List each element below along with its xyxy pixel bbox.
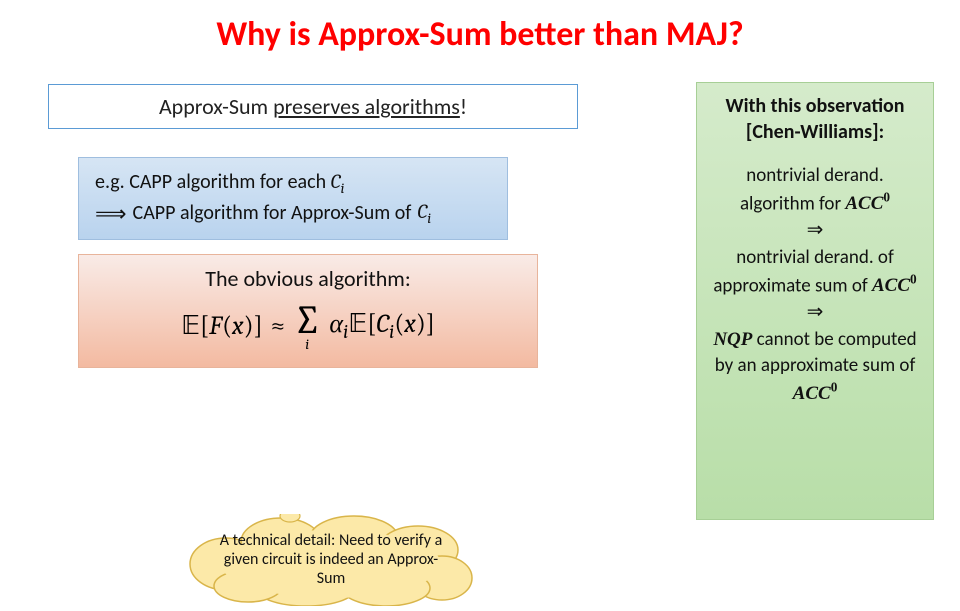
implies-icon: ⟹ (95, 199, 127, 229)
r-line-4: approximate sum of ACC0 (705, 271, 925, 298)
preserves-box: Approx-Sum preserves algorithms! (48, 84, 578, 129)
sum-icon: ∑ i (293, 302, 321, 352)
capp-line1-text: e.g. CAPP algorithm for each (95, 170, 331, 194)
r-line-1: nontrivial derand. (705, 163, 925, 188)
implies-icon-2: ⇒ (705, 299, 925, 325)
r-line-2: algorithm for ACC0 (705, 189, 925, 216)
implies-icon-1: ⇒ (705, 217, 925, 243)
formula-lhs: 𝔼[F(x)] (181, 311, 263, 341)
r-line-6: by an approximate sum of (705, 353, 925, 378)
capp-line2-text: CAPP algorithm for Approx-Sum of (133, 200, 412, 227)
left-column: Approx-Sum preserves algorithms! e.g. CA… (48, 84, 578, 368)
formula-rhs: αi𝔼[Ci(x)] (329, 309, 434, 343)
preserves-prefix: Approx-Sum (159, 93, 273, 120)
capp-box: e.g. CAPP algorithm for each Ci ⟹ CAPP a… (78, 157, 508, 240)
obvious-label: The obvious algorithm: (93, 265, 523, 292)
right-column: With this observation [Chen-Williams]: n… (696, 82, 934, 520)
preserves-underlined: preserves algorithms (273, 93, 460, 120)
right-head-line2: [Chen-Williams]: (705, 119, 925, 145)
preserves-suffix: ! (460, 93, 467, 120)
capp-line2: ⟹ CAPP algorithm for Approx-Sum of Ci (95, 198, 491, 228)
r-line-7: ACC0 (705, 379, 925, 406)
capp-line1: e.g. CAPP algorithm for each Ci (95, 168, 491, 198)
capp-ci2: Ci (417, 198, 431, 228)
right-head-line1: With this observation (705, 93, 925, 119)
capp-ci: Ci (331, 170, 345, 193)
obvious-box: The obvious algorithm: 𝔼[F(x)] ≈ ∑ i αi𝔼… (78, 254, 538, 369)
right-heading: With this observation [Chen-Williams]: (705, 93, 925, 146)
approx-icon: ≈ (271, 311, 285, 341)
r-line-5: NQP cannot be computed (705, 327, 925, 352)
slide-title: Why is Approx-Sum better than MAJ? (0, 0, 960, 65)
r-line-3: nontrivial derand. of (705, 245, 925, 270)
thought-cloud: A technical detail: Need to verify a giv… (186, 514, 476, 606)
right-body: nontrivial derand. algorithm for ACC0 ⇒ … (705, 162, 925, 407)
obvious-formula: 𝔼[F(x)] ≈ ∑ i αi𝔼[Ci(x)] (93, 302, 523, 352)
